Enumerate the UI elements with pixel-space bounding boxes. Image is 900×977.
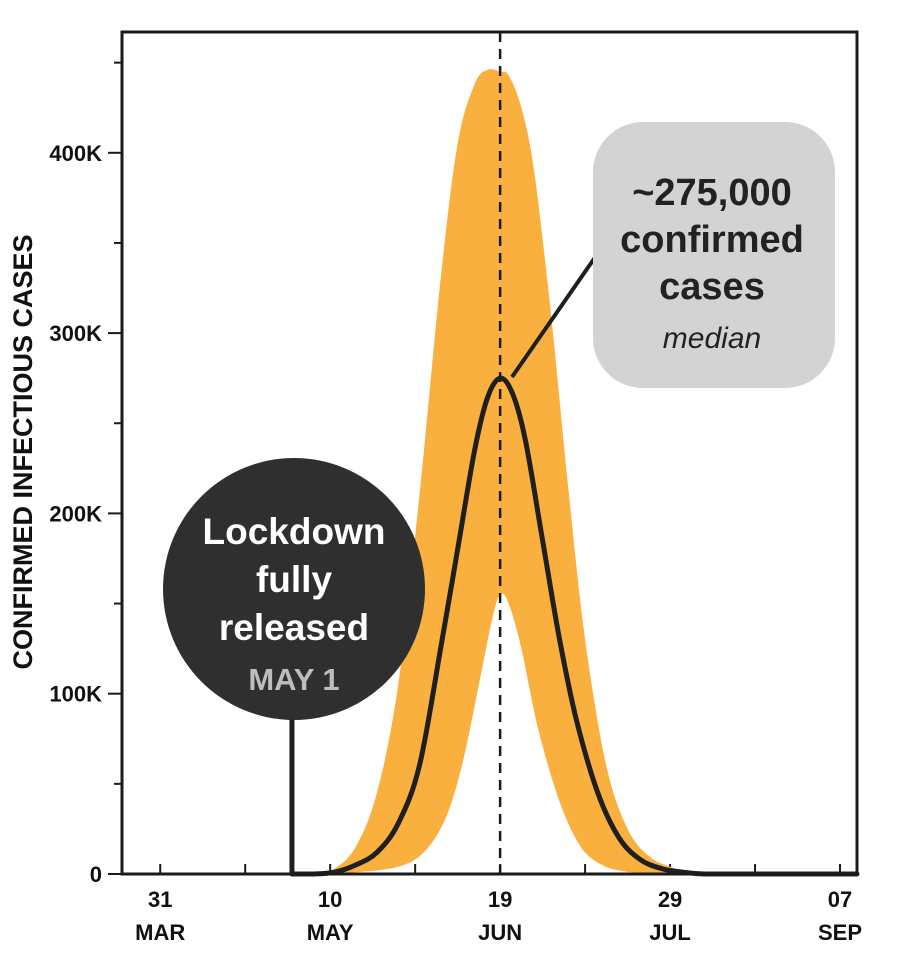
callout-line-2: confirmed <box>620 219 804 261</box>
callout-sub: median <box>663 322 761 355</box>
lockdown-annotation: Lockdown fully released MAY 1 <box>163 458 425 874</box>
peak-callout: ~275,000 confirmed cases median <box>510 122 835 388</box>
x-tick-day: 19 <box>488 887 512 912</box>
x-tick-day: 07 <box>828 887 852 912</box>
x-tick-day: 31 <box>148 887 172 912</box>
y-tick-label: 200K <box>49 501 102 526</box>
lockdown-line-1: Lockdown <box>203 511 386 552</box>
plot-frame <box>120 30 859 876</box>
lockdown-line-3: released <box>219 607 369 648</box>
x-tick-month: JUL <box>649 920 691 945</box>
y-tick-label: 0 <box>90 862 102 887</box>
y-tick-label: 300K <box>49 321 102 346</box>
x-tick-month: SEP <box>818 920 862 945</box>
callout-line-3: cases <box>659 266 765 308</box>
x-axis: 31 MAR 10 MAY 19 JUN 29 JUL 07 SEP <box>135 864 862 945</box>
x-tick-day: 10 <box>318 887 342 912</box>
callout-pointer <box>510 254 598 379</box>
callout-line-1: ~275,000 <box>632 172 792 214</box>
lockdown-line-2: fully <box>256 559 332 600</box>
confidence-band <box>313 69 734 874</box>
y-axis: 0 100K 200K 300K 400K <box>49 61 122 887</box>
y-tick-label: 400K <box>49 141 102 166</box>
x-tick-month: MAY <box>307 920 354 945</box>
x-tick-month: JUN <box>478 920 522 945</box>
x-tick-month: MAR <box>135 920 185 945</box>
lockdown-bubble <box>163 458 425 720</box>
lockdown-date: MAY 1 <box>248 662 339 697</box>
y-tick-label: 100K <box>49 682 102 707</box>
x-tick-day: 29 <box>658 887 682 912</box>
y-axis-title: CONFIRMED INFECTIOUS CASES <box>8 234 38 669</box>
callout-box <box>593 122 835 388</box>
